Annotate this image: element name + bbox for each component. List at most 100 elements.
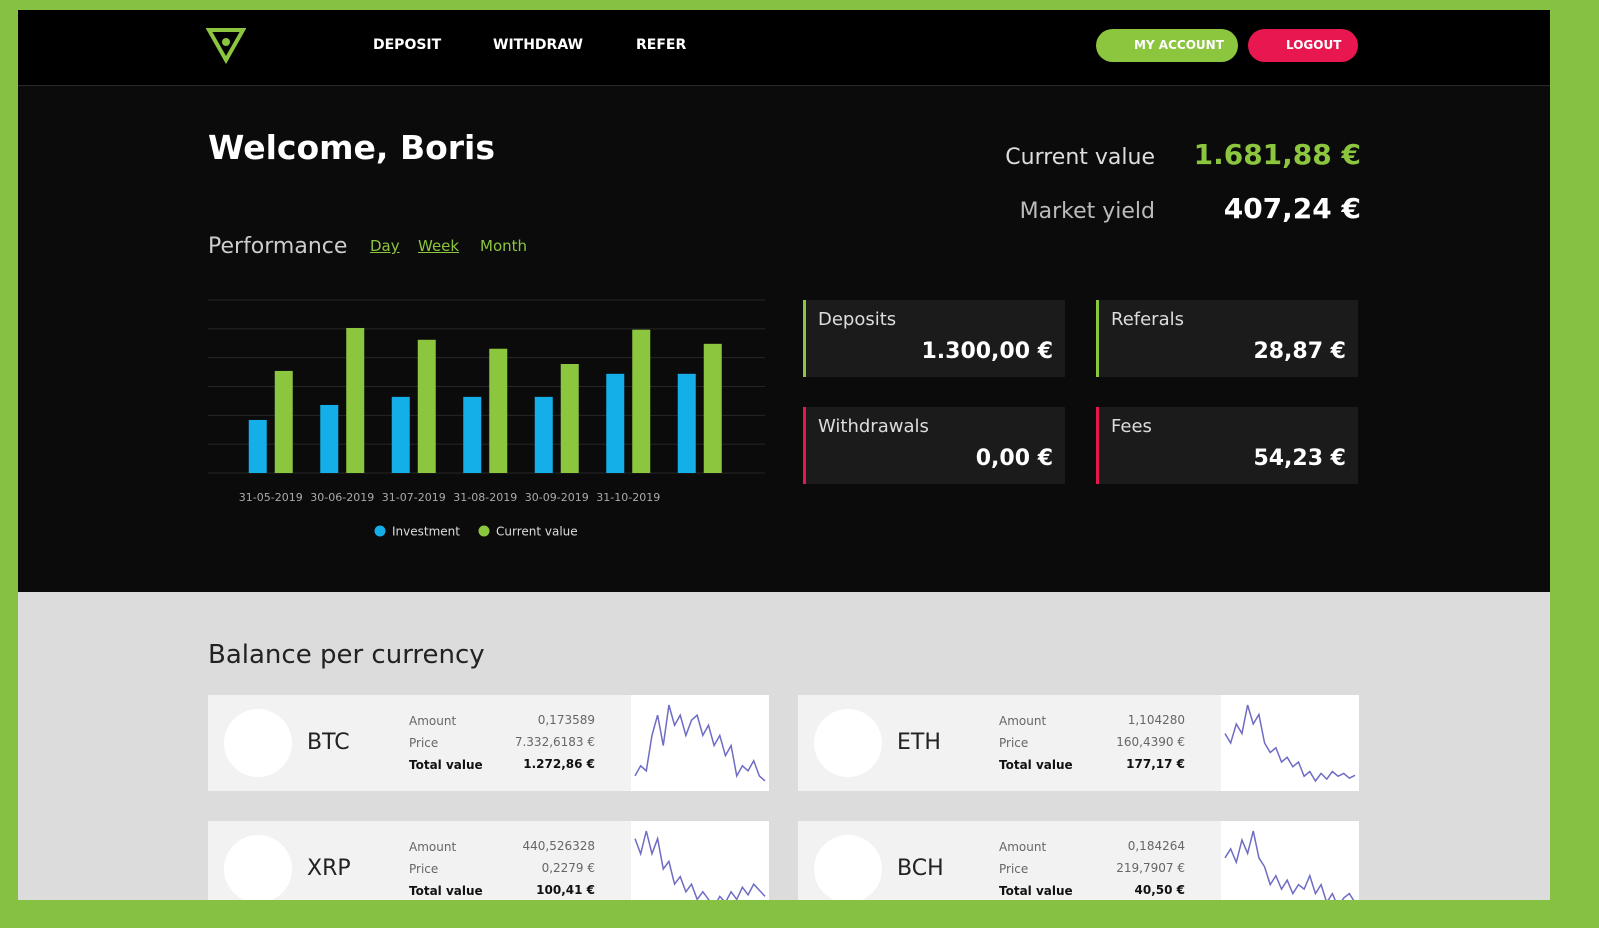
detail-label: Amount [409, 840, 457, 854]
sparkline-chart [1221, 695, 1359, 791]
bar [320, 404, 339, 473]
stat-value: 1.300,00 € [921, 339, 1053, 364]
x-tick-label: 31-08-2019 [453, 491, 517, 504]
detail-value: 0,184264 [1127, 839, 1185, 853]
welcome: Welcome, Boris [208, 128, 495, 167]
sparkline [1224, 830, 1355, 900]
nav-link[interactable]: DEPOSIT [373, 37, 442, 53]
detail-label: Price [409, 862, 439, 876]
legend-swatch [374, 525, 386, 537]
period-tab[interactable]: Week [418, 237, 460, 255]
currency-symbol: BTC [307, 730, 350, 755]
bar [489, 348, 508, 473]
stat-card: Referals 28,87 € [1096, 300, 1358, 377]
x-tick-label: 31-05-2019 [239, 491, 303, 504]
performance-chart: 31-05-2019 30-06-2019 31-07-2019 31-08-2019… [208, 299, 765, 539]
performance-title: Performance [208, 234, 348, 259]
legend-label: Investment [392, 525, 460, 539]
stat-label: Referals [1111, 309, 1184, 330]
period-tab[interactable]: Month [480, 237, 528, 255]
bar [248, 419, 267, 473]
detail-label: Price [999, 736, 1029, 750]
detail-value: 160,4390 € [1116, 735, 1185, 749]
x-tick-label: 30-06-2019 [310, 491, 374, 504]
detail-value: 7.332,6183 € [514, 735, 595, 749]
stat-card: Deposits 1.300,00 € [803, 300, 1065, 377]
current-value-label: Current value [1005, 145, 1155, 170]
sparkline-chart [631, 821, 769, 900]
logo[interactable] [206, 26, 246, 64]
cards-clip: BTC Amount 0,173589 Price 7.332,6183 € Total … [208, 695, 1359, 900]
currency-symbol: XRP [307, 856, 351, 881]
detail-label: Total value [409, 884, 483, 898]
currency-card: BTC Amount 0,173589 Price 7.332,6183 € Total … [208, 695, 769, 791]
detail-label: Total value [409, 758, 483, 772]
detail-value: 1.272,86 € [523, 757, 595, 771]
currency-symbol: BCH [897, 856, 944, 881]
currency-card: BCH Amount 0,184264 Price 219,7907 € Total va… [798, 821, 1359, 900]
bar [274, 370, 293, 473]
stat-value: 0,00 € [975, 446, 1053, 471]
currency-symbol: ETH [897, 730, 941, 755]
stat-card: Fees 54,23 € [1096, 407, 1358, 484]
logout-label[interactable]: LOGOUT [1286, 38, 1342, 52]
detail-label: Total value [999, 884, 1073, 898]
market-yield: 407,24 € [1223, 192, 1361, 225]
currency-icon [224, 835, 292, 900]
bar [677, 373, 696, 473]
balance-title: Balance per currency [208, 640, 485, 670]
bar [534, 396, 553, 473]
period-tab[interactable]: Day [370, 237, 400, 255]
detail-value: 1,104280 [1127, 713, 1185, 727]
detail-label: Price [409, 736, 439, 750]
stat-value: 54,23 € [1253, 446, 1346, 471]
detail-label: Total value [999, 758, 1073, 772]
stat-card: Withdrawals 0,00 € [803, 407, 1065, 484]
currency-card: XRP Amount 440,526328 Price 0,2279 € Total va… [208, 821, 769, 900]
nav-link[interactable]: WITHDRAW [493, 37, 583, 53]
bar [703, 343, 722, 473]
detail-value: 0,173589 [537, 713, 595, 727]
detail-value: 440,526328 [522, 839, 595, 853]
bar [606, 373, 625, 473]
detail-label: Amount [409, 714, 457, 728]
bar [346, 327, 365, 473]
stat-label: Deposits [818, 309, 897, 330]
detail-value: 177,17 € [1126, 757, 1185, 771]
my-account-button[interactable]: MY ACCOUNT [1096, 29, 1238, 62]
currency-icon [224, 709, 292, 777]
bar [391, 396, 410, 473]
current-value: 1.681,88 € [1193, 138, 1361, 171]
detail-value: 0,2279 € [541, 861, 595, 875]
detail-label: Price [999, 862, 1029, 876]
x-tick-label: 31-10-2019 [596, 491, 660, 504]
logout-button[interactable]: LOGOUT [1248, 29, 1358, 62]
detail-value: 100,41 € [536, 883, 595, 897]
bar [417, 339, 436, 473]
nav-link[interactable]: REFER [636, 37, 687, 53]
sparkline-chart [631, 695, 769, 791]
legend-swatch [478, 525, 490, 537]
detail-value: 40,50 € [1134, 883, 1185, 897]
x-tick-label: 31-07-2019 [382, 491, 446, 504]
stat-label: Fees [1111, 416, 1152, 437]
detail-label: Amount [999, 714, 1047, 728]
detail-value: 219,7907 € [1116, 861, 1185, 875]
currency-icon [814, 835, 882, 900]
stat-label: Withdrawals [818, 416, 929, 437]
bar [632, 329, 651, 473]
legend-label: Current value [496, 525, 578, 539]
my-account-label[interactable]: MY ACCOUNT [1134, 38, 1224, 52]
market-yield-label: Market yield [1019, 199, 1155, 224]
currency-icon [814, 709, 882, 777]
sparkline [634, 704, 766, 782]
bar [463, 396, 482, 473]
sparkline-chart [1221, 821, 1359, 900]
bar [560, 364, 579, 473]
x-tick-label: 30-09-2019 [525, 491, 589, 504]
sparkline [634, 830, 766, 900]
stat-value: 28,87 € [1253, 339, 1346, 364]
detail-label: Amount [999, 840, 1047, 854]
sparkline [1224, 704, 1356, 783]
